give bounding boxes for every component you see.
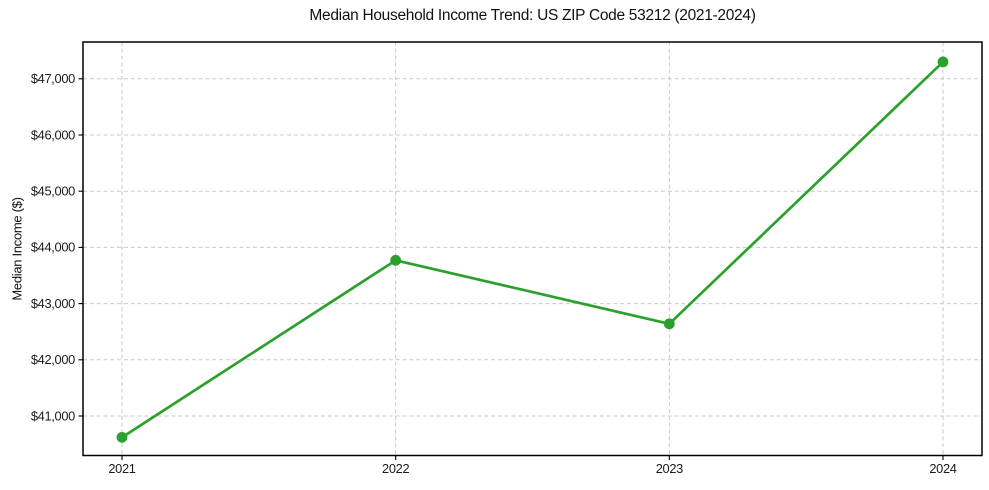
x-tick-label: 2021 xyxy=(108,461,135,476)
plot-border xyxy=(82,41,983,457)
data-point-2021 xyxy=(116,431,128,443)
y-tick-label: $41,000 xyxy=(31,408,75,423)
axis-ticks: $41,000 $42,000 $43,000 $44,000 $45,000 $46,0… xyxy=(31,71,957,476)
y-tick-label: $45,000 xyxy=(31,184,75,199)
chart-title: Median Household Income Trend: US ZIP Co… xyxy=(309,7,756,24)
x-tick-label: 2024 xyxy=(929,461,956,476)
y-tick-label: $47,000 xyxy=(31,71,75,86)
data-point-2023 xyxy=(663,318,675,330)
trend-line xyxy=(120,60,945,439)
y-tick-label: $43,000 xyxy=(31,296,75,311)
y-tick-label: $46,000 xyxy=(31,127,75,142)
data-point-2024 xyxy=(937,56,949,68)
y-axis-label: Median Income ($) xyxy=(9,197,25,301)
gridlines xyxy=(83,42,982,456)
x-tick-label: 2022 xyxy=(382,461,409,476)
data-point-2022 xyxy=(390,254,402,266)
x-tick-label: 2023 xyxy=(656,461,683,476)
y-tick-label: $44,000 xyxy=(31,240,75,255)
y-tick-label: $42,000 xyxy=(31,352,75,367)
